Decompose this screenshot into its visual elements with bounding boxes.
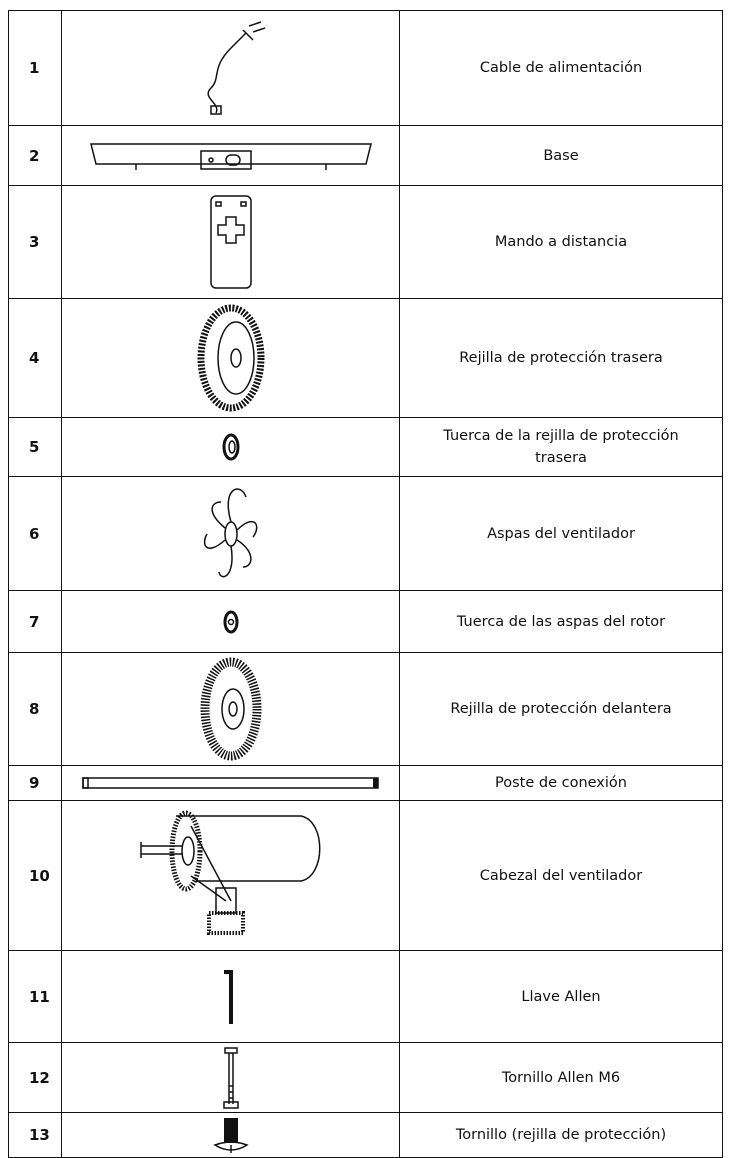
item-number: 1 bbox=[8, 10, 62, 126]
item-image bbox=[61, 590, 400, 653]
item-name: Tornillo Allen M6 bbox=[399, 1042, 723, 1113]
item-name: Poste de conexión bbox=[399, 765, 723, 801]
item-number: 10 bbox=[8, 800, 62, 951]
item-name: Cabezal del ventilador bbox=[399, 800, 723, 951]
table-row: 4 Rejilla de protección trasera bbox=[8, 298, 723, 418]
item-number: 3 bbox=[8, 185, 62, 299]
part-illustration bbox=[212, 1118, 249, 1153]
table-row: 3 Mando a distancia bbox=[8, 185, 723, 299]
item-name: Cable de alimentación bbox=[399, 10, 723, 126]
item-name: Llave Allen bbox=[399, 950, 723, 1043]
item-name: Mando a distancia bbox=[399, 185, 723, 299]
part-illustration bbox=[209, 195, 252, 289]
item-number: 4 bbox=[8, 298, 62, 418]
item-image bbox=[61, 125, 400, 186]
item-image bbox=[61, 1042, 400, 1113]
table-row: 8 Rejilla de protección delantera bbox=[8, 652, 723, 766]
item-image bbox=[61, 800, 400, 951]
table-row: 6 Aspas del ventilador bbox=[8, 476, 723, 591]
part-illustration bbox=[223, 969, 233, 1024]
table-row: 11 Llave Allen bbox=[8, 950, 723, 1043]
table-row: 12 Tornillo Allen M6 bbox=[8, 1042, 723, 1113]
item-image bbox=[61, 476, 400, 591]
item-name: Tuerca de las aspas del rotor bbox=[399, 590, 723, 653]
item-image bbox=[61, 950, 400, 1043]
table-row: 1 Cable de alimentación bbox=[8, 10, 723, 126]
item-number: 8 bbox=[8, 652, 62, 766]
item-name: Tornillo (rejilla de protección) bbox=[399, 1112, 723, 1158]
part-illustration bbox=[200, 657, 261, 761]
item-image bbox=[61, 298, 400, 418]
item-image bbox=[61, 652, 400, 766]
item-number: 5 bbox=[8, 417, 62, 477]
item-name: Aspas del ventilador bbox=[399, 476, 723, 591]
table-row: 9 Poste de conexión bbox=[8, 765, 723, 801]
item-number: 13 bbox=[8, 1112, 62, 1158]
table-body: 1 Cable de alimentación 2 Base 3 Mando a dist… bbox=[8, 10, 723, 1158]
table-row: 10 Cabezal del ventilador bbox=[8, 800, 723, 951]
table-row: 7 Tuerca de las aspas del rotor bbox=[8, 590, 723, 653]
part-illustration bbox=[81, 777, 379, 789]
table-row: 5 Tuerca de la rejilla de protección tras… bbox=[8, 417, 723, 477]
item-image bbox=[61, 417, 400, 477]
part-illustration bbox=[139, 810, 320, 935]
part-illustration bbox=[207, 21, 265, 115]
part-illustration bbox=[89, 142, 372, 170]
item-name: Rejilla de protección delantera bbox=[399, 652, 723, 766]
item-image bbox=[61, 1112, 400, 1158]
item-number: 2 bbox=[8, 125, 62, 186]
item-name: Rejilla de protección trasera bbox=[399, 298, 723, 418]
item-name: Tuerca de la rejilla de protección trase… bbox=[399, 417, 723, 477]
part-illustration bbox=[197, 304, 264, 412]
item-number: 6 bbox=[8, 476, 62, 591]
part-illustration bbox=[203, 487, 257, 577]
item-number: 12 bbox=[8, 1042, 62, 1113]
item-number: 7 bbox=[8, 590, 62, 653]
item-image bbox=[61, 765, 400, 801]
item-number: 9 bbox=[8, 765, 62, 801]
table-row: 13 Tornillo (rejilla de protección) bbox=[8, 1112, 723, 1158]
item-name: Base bbox=[399, 125, 723, 186]
part-illustration bbox=[222, 433, 239, 461]
parts-table: 1 Cable de alimentación 2 Base 3 Mando a dist… bbox=[8, 10, 723, 1158]
part-illustration bbox=[223, 610, 238, 633]
part-illustration bbox=[222, 1046, 239, 1109]
table-row: 2 Base bbox=[8, 125, 723, 186]
item-image bbox=[61, 10, 400, 126]
item-number: 11 bbox=[8, 950, 62, 1043]
item-image bbox=[61, 185, 400, 299]
